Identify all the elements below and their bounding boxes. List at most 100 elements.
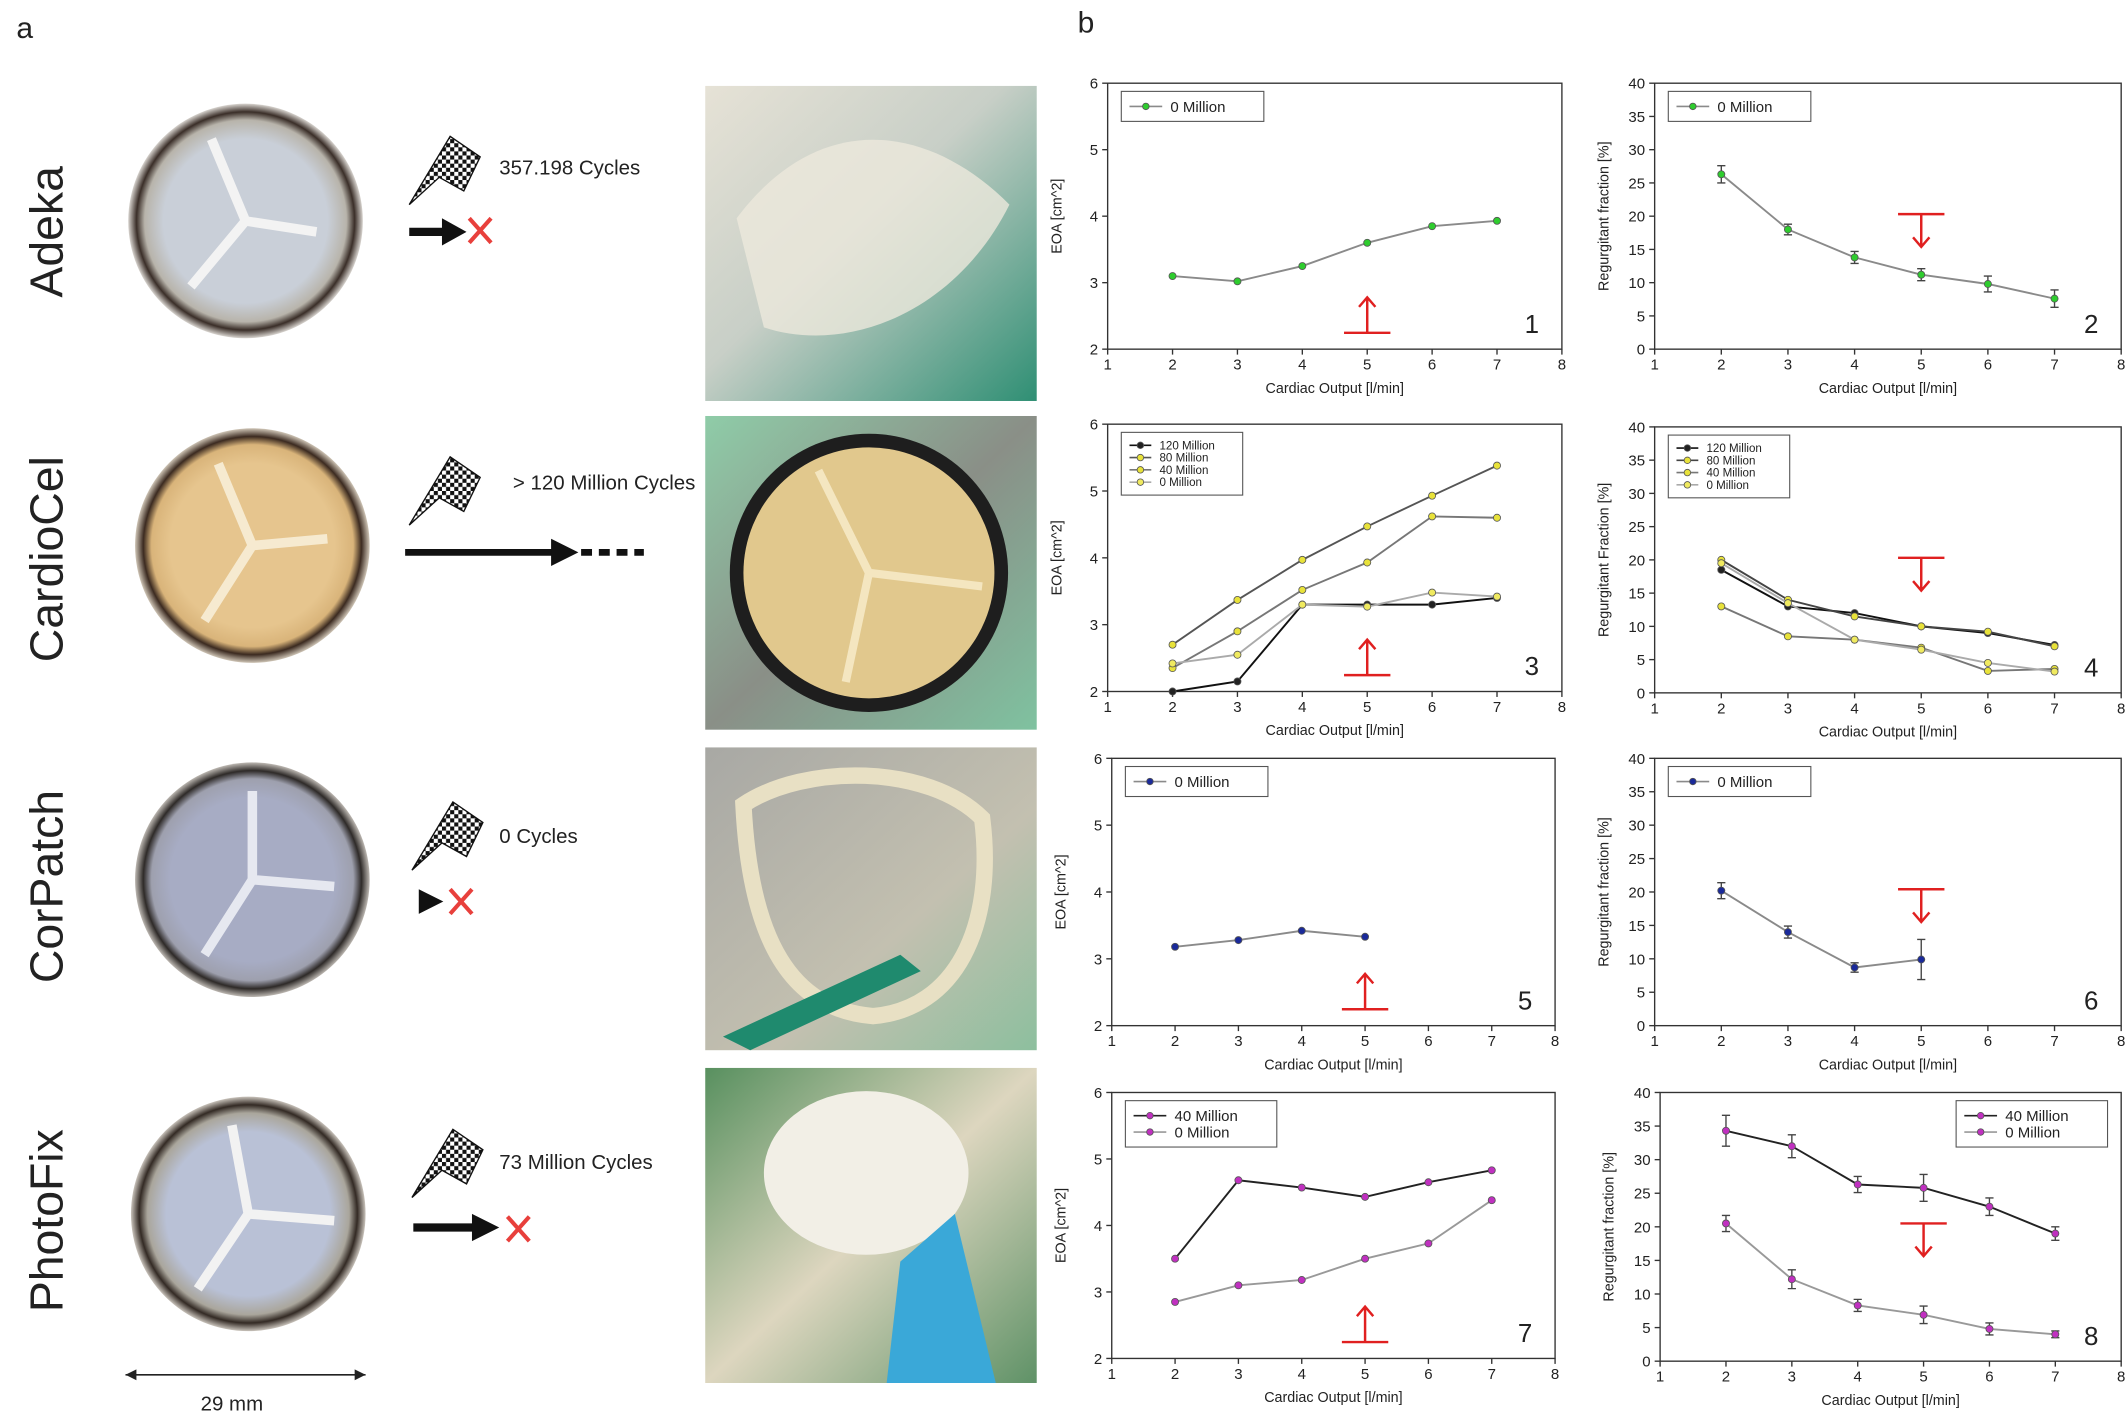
x-tick-label: 1 xyxy=(1108,1366,1116,1383)
panel-number: 7 xyxy=(1518,1320,1532,1348)
data-point xyxy=(1850,635,1859,644)
data-point xyxy=(1233,627,1242,636)
data-point xyxy=(1983,627,1992,636)
x-tick-label: 8 xyxy=(1558,357,1566,374)
legend-label: 80 Million xyxy=(1159,453,1208,465)
data-point xyxy=(1717,565,1726,574)
panel-number: 3 xyxy=(1525,653,1539,681)
valve-name: PhotoFix xyxy=(21,1129,73,1312)
legend-label: 0 Million xyxy=(2005,1124,2060,1141)
data-point xyxy=(1783,599,1792,608)
y-tick-label: 3 xyxy=(1090,617,1098,634)
y-tick-label: 10 xyxy=(1628,951,1645,968)
data-point xyxy=(1298,555,1307,564)
x-tick-label: 4 xyxy=(1850,357,1858,374)
data-point xyxy=(1787,1275,1796,1284)
x-tick-label: 7 xyxy=(2050,1033,2058,1050)
data-point xyxy=(1850,612,1859,621)
scale-label: 29 mm xyxy=(201,1392,264,1413)
y-axis-label: EOA [cm^2] xyxy=(1049,179,1065,254)
y-tick-label: 2 xyxy=(1094,1351,1102,1368)
x-tick-label: 8 xyxy=(2117,357,2125,374)
panel-number: 5 xyxy=(1518,987,1532,1015)
data-point xyxy=(1297,926,1306,935)
data-point xyxy=(1234,1281,1243,1290)
data-point xyxy=(1233,677,1242,686)
x-tick-label: 5 xyxy=(1917,1033,1925,1050)
y-tick-label: 25 xyxy=(1628,175,1645,192)
data-point xyxy=(1850,253,1859,262)
legend-marker xyxy=(1689,102,1697,111)
data-point xyxy=(1917,955,1926,964)
x-tick-label: 2 xyxy=(1171,1366,1179,1383)
series-line xyxy=(1720,559,2055,648)
y-tick-label: 35 xyxy=(1634,1119,1651,1136)
series-line xyxy=(1174,929,1366,948)
y-tick-label: 0 xyxy=(1637,685,1645,702)
data-point xyxy=(1722,1219,1730,1228)
x-tick-label: 3 xyxy=(1784,357,1792,374)
panel-number: 2 xyxy=(2084,311,2098,339)
y-tick-label: 25 xyxy=(1634,1186,1651,1203)
legend-marker xyxy=(1146,1111,1154,1120)
y-tick-label: 30 xyxy=(1628,486,1645,503)
x-tick-label: 1 xyxy=(1650,1033,1658,1050)
y-tick-label: 0 xyxy=(1637,1018,1645,1035)
data-point xyxy=(1424,1178,1433,1187)
marker-arrow xyxy=(1344,295,1391,335)
x-tick-label: 1 xyxy=(1656,1369,1664,1386)
data-point xyxy=(1363,522,1372,531)
data-point xyxy=(1493,216,1501,225)
marker-arrow xyxy=(1898,556,1945,593)
data-point xyxy=(2050,294,2059,303)
legend-label: 0 Million xyxy=(1174,774,1229,791)
x-axis-label: Cardiac Output [l/min] xyxy=(1264,1390,1402,1406)
x-tick-label: 1 xyxy=(1650,700,1658,717)
series-line xyxy=(1720,605,2055,672)
y-tick-label: 4 xyxy=(1094,884,1102,901)
y-tick-label: 6 xyxy=(1090,417,1098,434)
legend-label: 120 Million xyxy=(1159,440,1214,452)
panel-label: b xyxy=(1078,7,1095,40)
data-point xyxy=(1487,1196,1496,1205)
y-tick-label: 35 xyxy=(1628,453,1645,470)
data-point xyxy=(1787,1142,1796,1151)
data-point xyxy=(1424,1239,1433,1248)
data-point xyxy=(1717,559,1726,568)
data-point xyxy=(1428,491,1437,500)
cycles-label: 357.198 Cycles xyxy=(499,157,640,180)
legend-marker xyxy=(1146,1128,1154,1136)
legend-label: 80 Million xyxy=(1706,455,1755,467)
data-point xyxy=(1493,592,1501,601)
x-tick-label: 3 xyxy=(1234,1366,1242,1383)
y-tick-label: 10 xyxy=(1628,619,1645,636)
x-tick-label: 3 xyxy=(1233,357,1241,374)
y-tick-label: 30 xyxy=(1634,1152,1651,1169)
leaflet xyxy=(193,1124,335,1292)
y-tick-label: 2 xyxy=(1090,342,1098,359)
x-tick-label: 7 xyxy=(1493,357,1501,374)
data-point xyxy=(1717,170,1726,179)
x-tick-label: 4 xyxy=(1298,1033,1306,1050)
data-point xyxy=(1171,942,1180,951)
x-tick-label: 2 xyxy=(1168,357,1176,374)
data-point xyxy=(1361,1254,1370,1263)
legend-label: 0 Million xyxy=(1717,99,1772,116)
plot-frame xyxy=(1653,82,2122,350)
chart: 1 2 3 4 5 6 7 8 0 5 10 15 20 25 30 35 40 Cardiac Output [… xyxy=(1596,76,2125,397)
x-tick-label: 7 xyxy=(1488,1033,1496,1050)
y-tick-label: 20 xyxy=(1628,884,1645,901)
data-point xyxy=(1983,280,1992,288)
x-tick-label: 4 xyxy=(1850,700,1858,717)
legend-box xyxy=(1955,1100,2109,1148)
y-tick-label: 15 xyxy=(1628,918,1645,935)
x-tick-label: 7 xyxy=(2050,357,2058,374)
x-axis-label: Cardiac Output [l/min] xyxy=(1264,1057,1402,1073)
y-tick-label: 5 xyxy=(1094,1151,1102,1168)
panel-number: 1 xyxy=(1525,311,1539,339)
data-point xyxy=(1985,1324,1994,1333)
series-line xyxy=(1172,591,1498,665)
x-tick-label: 5 xyxy=(1361,1033,1369,1050)
data-point xyxy=(1919,1183,1928,1192)
